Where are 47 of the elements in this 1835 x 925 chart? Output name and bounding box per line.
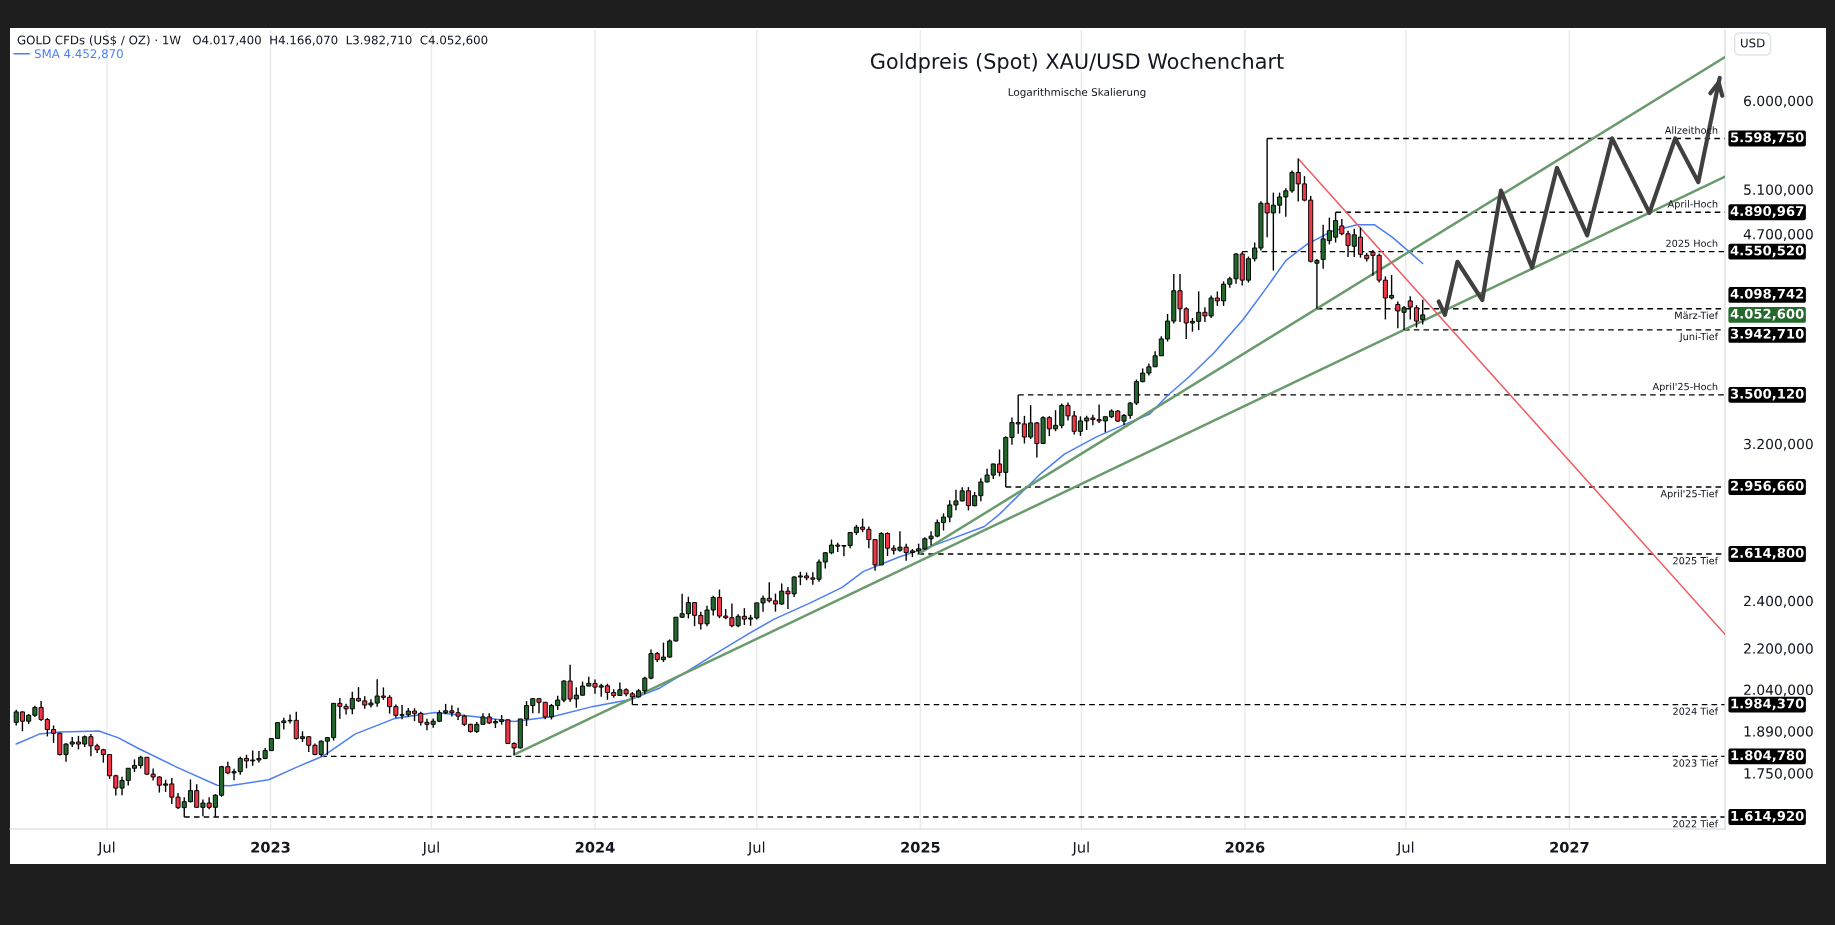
annotation: 4.550,520 xyxy=(1730,245,1804,258)
text: 4.052,600 xyxy=(1730,308,1804,321)
y-tick-label: 2.200,000 xyxy=(1744,643,1813,656)
ref-line-label: April-Hoch xyxy=(1667,200,1718,210)
annotation: 1.804,780 xyxy=(1731,750,1804,762)
annotation: 2.614,800 xyxy=(1731,547,1804,560)
annotation: 3.942,710 xyxy=(1730,328,1804,341)
y-tick-label: 4.700,000 xyxy=(1743,228,1813,241)
annotation: 4.098,742 xyxy=(1730,288,1804,301)
x-tick-label: Jul xyxy=(97,841,115,856)
y-tick-label: 2.400,000 xyxy=(1744,595,1813,608)
y-tick-label: 1.750,000 xyxy=(1744,768,1813,781)
ref-line-label: 2022 Tief xyxy=(1673,819,1719,828)
annotation: 3.500,120 xyxy=(1730,388,1804,401)
ref-line-label: März-Tief xyxy=(1675,311,1719,320)
x-tick-label: 2024 xyxy=(575,841,615,853)
y-tick-label: 6.000,000 xyxy=(1744,95,1813,108)
y-axis-title: USD xyxy=(1741,38,1765,48)
x-tick-label: Jul xyxy=(747,841,765,856)
x-tick-label: Jul xyxy=(421,841,439,856)
ref-line-label: April'25-Hoch xyxy=(1652,382,1718,393)
annotation: 4.890,967 xyxy=(1730,206,1804,218)
legend-label: SMA 4.452,870 xyxy=(34,49,123,60)
x-tick-label: 2023 xyxy=(251,841,290,853)
y-tick-label: 5.100,000 xyxy=(1744,184,1813,197)
annotation: GOLD CFDs (US$ / OZ) · 1W O4.017,400 H4.166,070 L3.982,710 C4.052,600 xyxy=(17,35,488,46)
ref-line-label: 2023 Tief xyxy=(1673,759,1719,767)
y-tick-label: 1.890,000 xyxy=(1744,726,1813,739)
y-tick-label: 3.200,000 xyxy=(1744,438,1813,451)
annotation: 1.984,370 xyxy=(1731,698,1804,711)
y-tick-label: 2.040,000 xyxy=(1744,684,1813,697)
text: Goldpreis (Spot) XAU/USD Wochenchart xyxy=(870,52,1284,74)
ref-line-label: 2024 Tief xyxy=(1673,707,1719,715)
annotation: 2.956,660 xyxy=(1731,480,1804,493)
ref-line-label: April'25-Tief xyxy=(1660,489,1719,500)
x-tick-label: Jul xyxy=(1071,841,1089,856)
x-tick-label: 2025 xyxy=(901,841,940,853)
ref-line-label: 2025 Tief xyxy=(1673,556,1719,565)
annotation: 5.598,750 xyxy=(1731,132,1804,145)
x-tick-label: 2027 xyxy=(1550,841,1589,853)
ref-line-label: Juni-Tief xyxy=(1679,332,1719,343)
x-tick-label: Jul xyxy=(1396,841,1414,856)
annotation: 1.614,920 xyxy=(1731,810,1804,823)
line-series xyxy=(1436,75,1722,317)
text: Logarithmische Skalierung xyxy=(1008,87,1146,99)
x-tick-label: 2026 xyxy=(1225,841,1265,853)
ref-line-label: 2025 Hoch xyxy=(1666,239,1718,247)
